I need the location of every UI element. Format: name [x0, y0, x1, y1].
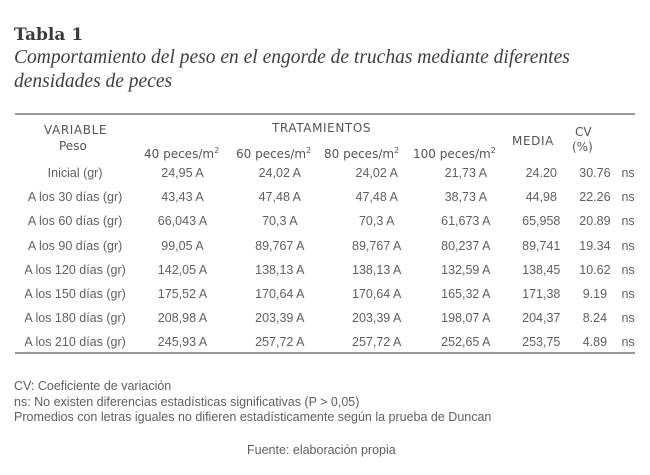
cell-cv: 8.24: [582, 311, 608, 326]
bottom-rule: [15, 352, 635, 354]
cell-media: 138,45: [522, 262, 561, 277]
cell-significance: ns: [621, 262, 635, 277]
header-treatment-80: 80 peces/m2: [324, 146, 400, 161]
cell-t40: 43,43 A: [161, 190, 204, 205]
table-label: Tabla 1: [14, 25, 84, 45]
cell-t40: 99,05 A: [161, 238, 204, 253]
header-treatment-40: 40 peces/m2: [144, 146, 220, 161]
table-source: Fuente: elaboración propia: [247, 443, 396, 457]
cell-media: 204,37: [522, 311, 561, 326]
table-notes: CV: Coeficiente de variación ns: No exis…: [14, 379, 491, 426]
cell-cv: 10.62: [579, 262, 611, 277]
table-row: Inicial (gr) 24,95 A 24,02 A 24,02 A 21,…: [15, 161, 650, 185]
cell-media: 24.20: [525, 166, 557, 181]
header-treatments-group: TRATAMIENTOS: [272, 121, 372, 135]
cell-variable: Inicial (gr): [47, 166, 103, 181]
cell-cv: 9.19: [582, 287, 608, 302]
cell-variable: A los 90 días (gr): [27, 238, 123, 253]
header-variable: VARIABLE: [44, 123, 108, 137]
cell-t40: 208,98 A: [157, 311, 208, 326]
cell-cv: 30.76: [579, 166, 611, 181]
cell-variable: A los 60 días (gr): [27, 214, 123, 229]
cell-significance: ns: [621, 214, 635, 229]
cell-t100: 21,73 A: [444, 166, 488, 181]
cell-t100: 80,237 A: [441, 238, 491, 253]
cell-t80: 70,3 A: [358, 214, 395, 229]
cell-media: 65,958: [522, 214, 561, 229]
cell-variable: A los 120 días (gr): [24, 262, 126, 277]
table-row: A los 60 días (gr) 66,043 A 70,3 A 70,3 …: [15, 209, 650, 233]
cell-t80: 257,72 A: [352, 335, 402, 350]
cell-t60: 257,72 A: [255, 335, 305, 350]
cell-t80: 89,767 A: [352, 238, 402, 253]
cell-t60: 170,64 A: [255, 287, 305, 302]
header-cv-unit: (%): [572, 140, 593, 154]
data-table: Inicial (gr) 24,95 A 24,02 A 24,02 A 21,…: [15, 161, 650, 355]
cell-cv: 19.34: [579, 238, 611, 253]
cell-t60: 138,13 A: [255, 262, 305, 277]
cell-cv: 20.89: [579, 214, 611, 229]
cell-t100: 252,65 A: [441, 335, 491, 350]
cell-media: 89,741: [522, 238, 561, 253]
table-row: A los 30 días (gr) 43,43 A 47,48 A 47,48…: [15, 185, 650, 209]
cell-t80: 138,13 A: [352, 262, 402, 277]
cell-media: 44,98: [525, 190, 557, 205]
cell-t40: 245,93 A: [157, 335, 208, 350]
cell-significance: ns: [621, 166, 635, 181]
note-duncan: Promedios con letras iguales no difieren…: [14, 410, 492, 424]
table-row: A los 180 días (gr) 208,98 A 203,39 A 20…: [15, 306, 650, 330]
cell-t60: 47,48 A: [258, 190, 302, 205]
cell-significance: ns: [621, 190, 635, 205]
cell-variable: A los 210 días (gr): [24, 335, 126, 350]
cell-t100: 165,32 A: [441, 287, 491, 302]
table-caption: Comportamiento del peso en el engorde de…: [14, 47, 570, 92]
cell-significance: ns: [621, 311, 635, 326]
header-treatment-100: 100 peces/m2: [413, 146, 496, 161]
note-cv: CV: Coeficiente de variación: [14, 379, 172, 393]
cell-t80: 170,64 A: [352, 287, 402, 302]
cell-t60: 24,02 A: [258, 166, 302, 181]
cell-t40: 175,52 A: [157, 287, 208, 302]
table-row: A los 210 días (gr) 245,93 A 257,72 A 25…: [15, 330, 650, 354]
cell-media: 171,38: [522, 287, 561, 302]
cell-significance: ns: [621, 287, 635, 302]
header-cv: CV: [575, 125, 592, 139]
cell-t60: 203,39 A: [255, 311, 305, 326]
cell-t100: 198,07 A: [441, 311, 491, 326]
header-media: MEDIA: [512, 134, 554, 148]
note-ns: ns: No existen diferencias estadísticas …: [14, 394, 360, 409]
cell-t100: 132,59 A: [441, 262, 491, 277]
top-rule: [15, 113, 635, 115]
cell-t40: 24,95 A: [161, 166, 204, 181]
cell-t80: 203,39 A: [352, 311, 402, 326]
cell-t40: 142,05 A: [157, 262, 208, 277]
cell-t80: 24,02 A: [355, 166, 398, 181]
cell-t60: 70,3 A: [262, 214, 298, 229]
cell-variable: A los 180 días (gr): [24, 311, 126, 326]
table-row: A los 150 días (gr) 175,52 A 170,64 A 17…: [15, 282, 650, 306]
cell-t80: 47,48 A: [355, 190, 398, 205]
header-variable-sub: Peso: [59, 139, 87, 153]
table-row: A los 90 días (gr) 99,05 A 89,767 A 89,7…: [15, 234, 650, 258]
cell-t100: 38,73 A: [444, 190, 488, 205]
table-row: A los 120 días (gr) 142,05 A 138,13 A 13…: [15, 258, 650, 282]
cell-significance: ns: [621, 238, 635, 253]
cell-t40: 66,043 A: [157, 214, 208, 229]
cell-cv: 22.26: [579, 190, 611, 205]
cell-cv: 4.89: [582, 335, 608, 350]
cell-t60: 89,767 A: [255, 238, 305, 253]
cell-variable: A los 150 días (gr): [24, 287, 126, 302]
cell-media: 253,75: [522, 335, 561, 350]
header-treatment-60: 60 peces/m2: [236, 146, 312, 161]
cell-significance: ns: [621, 335, 635, 350]
cell-t100: 61,673 A: [441, 214, 491, 229]
cell-variable: A los 30 días (gr): [27, 190, 123, 205]
